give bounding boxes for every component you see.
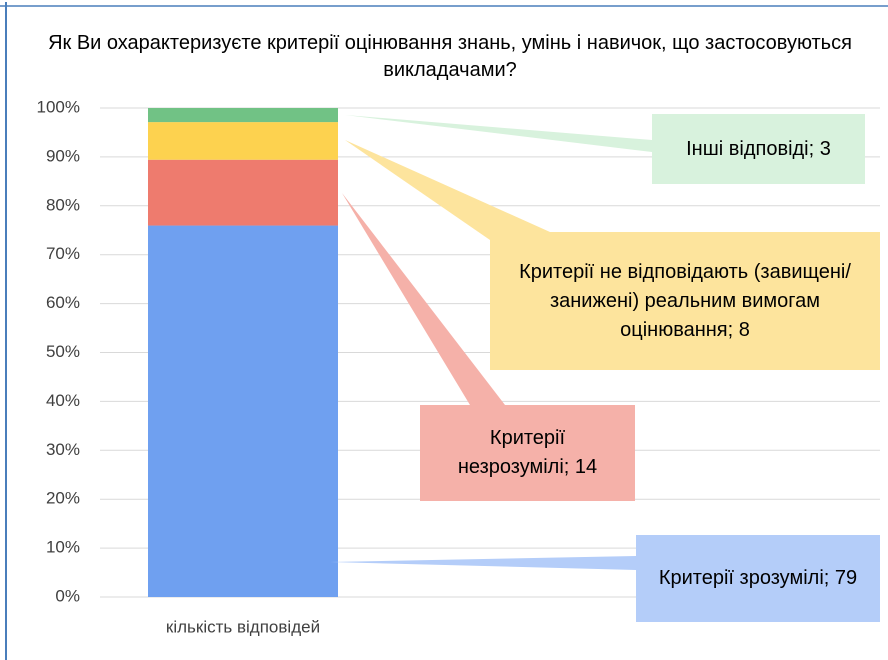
chart-title: Як Ви охарактеризуєте критерії оцінюванн… <box>48 32 852 81</box>
y-tick-label: 80% <box>46 195 80 214</box>
y-tick-label: 70% <box>46 244 80 263</box>
y-tick-label: 90% <box>46 146 80 165</box>
bar-segment <box>148 225 338 597</box>
bar-segment <box>148 159 338 226</box>
y-tick-label: 50% <box>46 342 80 361</box>
y-tick-label: 100% <box>37 97 80 116</box>
y-tick-label: 0% <box>55 586 80 605</box>
y-tick-label: 60% <box>46 293 80 312</box>
data-label: Критерії не відповідають (завищені/заниж… <box>490 232 880 370</box>
x-tick-label: кількість відповідей <box>166 617 320 636</box>
bar-segment <box>148 122 338 160</box>
callout-pointer <box>330 556 636 570</box>
callout-pointer <box>342 193 505 405</box>
data-label: Інші відповіді; 3 <box>652 114 865 184</box>
bar-segment <box>148 108 338 123</box>
y-tick-label: 40% <box>46 391 80 410</box>
data-label: Критерії незрозумілі; 14 <box>420 405 635 501</box>
callout-pointer <box>345 115 652 152</box>
data-label: Критерії зрозумілі; 79 <box>636 535 880 622</box>
callout-pointer <box>345 140 550 240</box>
y-tick-label: 30% <box>46 440 80 459</box>
y-tick-label: 20% <box>46 489 80 508</box>
y-tick-label: 10% <box>46 538 80 557</box>
